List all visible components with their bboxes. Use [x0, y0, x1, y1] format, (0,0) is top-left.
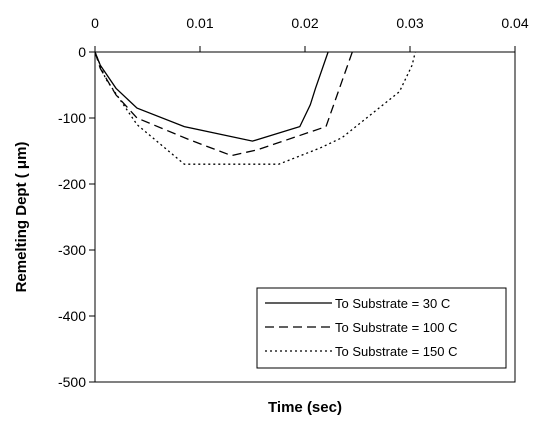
x-tick-label: 0.03	[396, 15, 423, 31]
series-line-1	[94, 51, 329, 142]
x-tick-label: 0.02	[291, 15, 318, 31]
legend-label-3: To Substrate = 150 C	[335, 344, 458, 359]
y-tick-label: -500	[58, 374, 86, 390]
legend: To Substrate = 30 C To Substrate = 100 C T…	[256, 287, 507, 369]
series-line-3	[94, 51, 416, 165]
y-tick-label: 0	[78, 44, 86, 60]
y-tick-label: -100	[58, 110, 86, 126]
ticks: 0 0.01 0.02 0.03 0.04 0 -100 -200 -300 -400 -500	[58, 15, 529, 390]
legend-label-1: To Substrate = 30 C	[335, 296, 450, 311]
x-tick-label: 0	[91, 15, 99, 31]
y-tick-label: -200	[58, 176, 86, 192]
legend-items: To Substrate = 30 C To Substrate = 100 C T…	[265, 296, 458, 359]
series-group	[94, 51, 416, 165]
x-axis-title: Time (sec)	[268, 399, 342, 416]
y-axis-title: Remelting Dept ( μm)	[13, 142, 30, 293]
x-tick-label: 0.04	[501, 15, 528, 31]
y-tick-label: -300	[58, 242, 86, 258]
y-tick-label: -400	[58, 308, 86, 324]
series-line-2	[94, 51, 353, 157]
legend-box	[256, 287, 507, 369]
x-tick-label: 0.01	[186, 15, 213, 31]
legend-label-2: To Substrate = 100 C	[335, 320, 458, 335]
